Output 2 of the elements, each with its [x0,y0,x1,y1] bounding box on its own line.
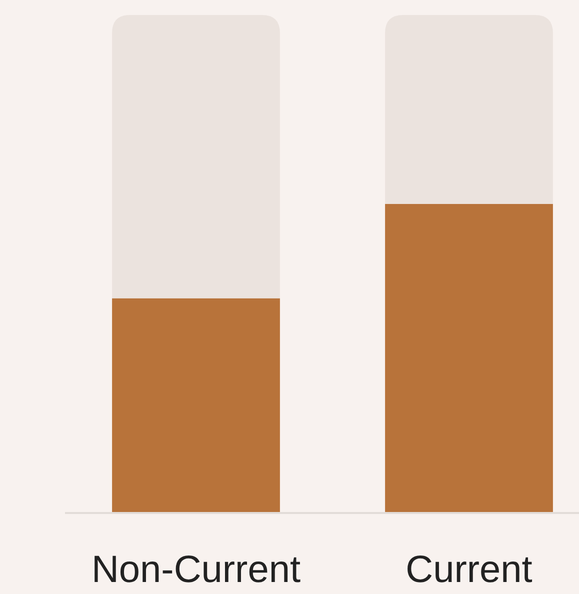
x-tick-label: Current [406,549,533,591]
x-tick-label: Non-Current [91,549,301,591]
